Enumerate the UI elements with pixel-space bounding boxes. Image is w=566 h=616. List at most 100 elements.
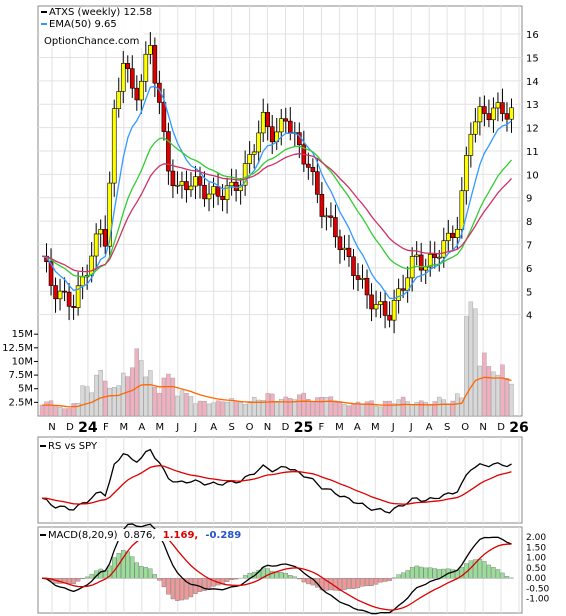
volume-bar bbox=[197, 400, 203, 417]
time-tick-label: S bbox=[444, 422, 450, 433]
volume-axis: 2.5M 5M 7.5M 10M 12.5M 15M bbox=[2, 329, 38, 408]
candle-body bbox=[265, 112, 271, 127]
macd-histogram-bar bbox=[477, 559, 483, 579]
macd-histogram-bar bbox=[202, 577, 207, 591]
candle-body bbox=[80, 276, 85, 287]
macd-histogram-bar bbox=[233, 577, 239, 580]
volume-bar bbox=[175, 395, 180, 417]
time-tick-label: M bbox=[371, 422, 380, 433]
volume-bar bbox=[134, 348, 140, 417]
candle-body bbox=[53, 285, 58, 300]
volume-bar bbox=[482, 352, 487, 417]
macd-histogram-bar bbox=[342, 577, 347, 590]
time-tick-label: A bbox=[210, 422, 217, 433]
candle-body bbox=[441, 240, 447, 258]
macd-histogram-bar bbox=[161, 577, 167, 588]
macd-histogram-bar bbox=[459, 567, 465, 579]
candle-body bbox=[247, 154, 252, 164]
candle-body bbox=[500, 102, 505, 114]
macd-value: 0.876, bbox=[124, 530, 156, 541]
candle-body bbox=[66, 291, 72, 307]
candle-body bbox=[129, 68, 135, 89]
volume-ma-line bbox=[42, 376, 512, 408]
time-tick-label: N bbox=[264, 422, 271, 433]
price-tick-label: 9 bbox=[526, 194, 532, 205]
macd-histogram-bar bbox=[211, 577, 216, 587]
candle-body bbox=[148, 45, 153, 55]
volume-bar bbox=[57, 406, 63, 417]
candle-body bbox=[369, 294, 374, 310]
volume-bar bbox=[500, 364, 505, 417]
volume-bar bbox=[360, 404, 365, 417]
candle-body bbox=[509, 107, 514, 120]
time-tick-label: M bbox=[120, 422, 129, 433]
volume-bar bbox=[387, 400, 392, 417]
volume-tick-label: 10M bbox=[12, 356, 33, 367]
volume-bars bbox=[39, 301, 514, 417]
price-tick-label: 11 bbox=[526, 147, 539, 158]
volume-bar bbox=[202, 400, 207, 417]
candle-body bbox=[215, 186, 221, 197]
volume-bar bbox=[414, 401, 419, 417]
macd-histogram-bar bbox=[184, 577, 189, 600]
candle-body bbox=[423, 266, 429, 271]
volume-bar bbox=[80, 385, 85, 417]
candle-body bbox=[152, 45, 158, 84]
macd-histogram-bar bbox=[89, 573, 94, 579]
candle-body bbox=[62, 290, 67, 293]
macd-histogram-bar bbox=[152, 574, 158, 579]
macd-histogram-bar bbox=[170, 577, 176, 600]
volume-bar bbox=[355, 401, 361, 417]
macd-tick-label: 0.50 bbox=[526, 564, 546, 574]
volume-bar bbox=[256, 399, 261, 417]
macd-tick-label: 0.00 bbox=[526, 574, 546, 584]
rs-label: RS vs SPY bbox=[48, 441, 98, 452]
volume-bar bbox=[509, 383, 514, 417]
volume-bar bbox=[166, 373, 171, 417]
macd-histogram-bar bbox=[229, 577, 234, 580]
macd-histogram-bar bbox=[355, 577, 361, 589]
macd-histogram-bar bbox=[148, 568, 153, 579]
candle-body bbox=[287, 120, 293, 134]
macd-histogram-bar bbox=[405, 570, 410, 579]
legend-ema50: EMA(50) 9.65 bbox=[49, 19, 117, 30]
volume-bar bbox=[112, 387, 117, 417]
volume-bar bbox=[419, 400, 424, 417]
legend-site: OptionChance.com bbox=[44, 36, 139, 47]
price-tick-label: 6 bbox=[526, 264, 532, 275]
macd-histogram-bar bbox=[450, 569, 455, 579]
candle-body bbox=[459, 190, 465, 230]
macd-histogram-bar bbox=[125, 551, 130, 579]
price-tick-label: 12 bbox=[526, 124, 539, 135]
candle-body bbox=[120, 63, 126, 92]
macd-histogram-bar bbox=[400, 572, 406, 579]
volume-bar bbox=[107, 387, 112, 417]
macd-histogram-bar bbox=[166, 577, 171, 595]
volume-bar bbox=[328, 396, 334, 417]
time-tick-label: O bbox=[461, 422, 469, 433]
volume-bar bbox=[297, 394, 302, 417]
macd-histogram-bar bbox=[324, 577, 329, 591]
candle-body bbox=[400, 288, 406, 291]
price-tick-label: 7 bbox=[526, 240, 532, 251]
rs-line bbox=[41, 448, 512, 514]
candle-body bbox=[98, 229, 103, 235]
candle-body bbox=[139, 80, 144, 101]
volume-bar bbox=[464, 316, 469, 417]
macd-histogram-bar bbox=[495, 569, 501, 579]
macd-label: MACD(8,20,9) 0.876, 1.169, -0.289 bbox=[48, 530, 241, 541]
volume-bar bbox=[251, 396, 257, 417]
volume-tick-label: 2.5M bbox=[8, 397, 33, 408]
candle-body bbox=[211, 186, 216, 195]
candle-body bbox=[491, 107, 496, 121]
macd-tick-label: -1.00 bbox=[526, 595, 550, 605]
macd-histogram-bar bbox=[373, 577, 379, 585]
volume-tick-label: 15M bbox=[12, 329, 33, 340]
candle-body bbox=[242, 163, 248, 186]
candle-body bbox=[360, 277, 365, 280]
macd-histogram-bar bbox=[428, 567, 433, 579]
volume-bar bbox=[437, 396, 442, 417]
volume-bar bbox=[116, 385, 121, 417]
volume-bar bbox=[238, 402, 243, 417]
candle-body bbox=[445, 232, 451, 242]
